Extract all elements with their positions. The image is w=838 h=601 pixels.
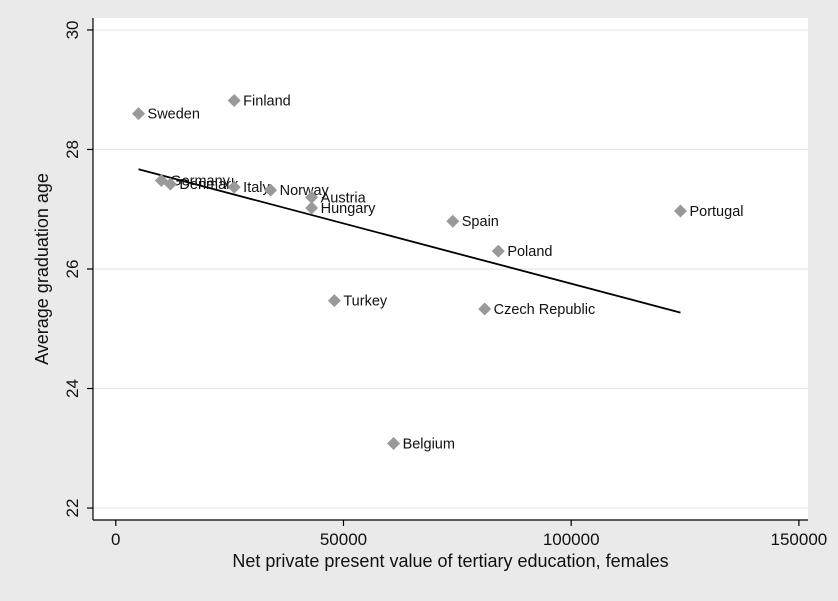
x-tick-label-50000: 50000 bbox=[320, 530, 367, 549]
point-label-norway: Norway bbox=[280, 183, 330, 199]
point-turkey bbox=[327, 294, 341, 308]
point-label-finland: Finland bbox=[243, 93, 291, 109]
point-label-turkey: Turkey bbox=[343, 294, 388, 310]
y-tick-label-24: 24 bbox=[63, 379, 82, 398]
point-poland bbox=[491, 244, 505, 258]
point-finland bbox=[227, 93, 241, 107]
point-hungary bbox=[305, 201, 319, 215]
point-label-italy: Italy bbox=[243, 180, 270, 196]
x-tick-label-0: 0 bbox=[111, 530, 120, 549]
point-label-sweden: Sweden bbox=[148, 107, 200, 123]
y-tick-label-28: 28 bbox=[63, 140, 82, 159]
point-label-portugal: Portugal bbox=[689, 204, 743, 220]
point-austria bbox=[305, 190, 319, 204]
axes bbox=[87, 18, 808, 526]
y-axis-title: Average graduation age bbox=[32, 173, 52, 365]
point-label-belgium: Belgium bbox=[403, 437, 455, 453]
x-tick-label-100000: 100000 bbox=[543, 530, 600, 549]
point-spain bbox=[446, 214, 460, 228]
fit-line bbox=[138, 168, 681, 314]
point-czech-republic bbox=[478, 302, 492, 316]
point-belgium bbox=[387, 437, 401, 451]
y-tick-label-26: 26 bbox=[63, 260, 82, 279]
point-denmark bbox=[163, 177, 177, 191]
y-tick-label-30: 30 bbox=[63, 20, 82, 39]
grid-lines bbox=[93, 29, 808, 509]
point-label-poland: Poland bbox=[507, 244, 552, 260]
tick-labels: 22 24 26 28 30 0 50000 100000 150000 bbox=[63, 20, 827, 549]
x-axis-title: Net private present value of tertiary ed… bbox=[232, 551, 668, 571]
y-tick-label-22: 22 bbox=[63, 499, 82, 518]
x-tick-label-150000: 150000 bbox=[771, 530, 828, 549]
point-label-spain: Spain bbox=[462, 214, 499, 230]
point-label-czech-republic: Czech Republic bbox=[494, 302, 596, 318]
point-label-germany: Germany bbox=[170, 174, 230, 190]
point-label-austria: Austria bbox=[321, 190, 367, 206]
fit-line-group bbox=[138, 168, 681, 314]
point-italy bbox=[227, 180, 241, 194]
point-sweden bbox=[132, 107, 146, 121]
point-label-hungary: Hungary bbox=[321, 201, 377, 217]
point-portugal bbox=[673, 204, 687, 218]
point-norway bbox=[264, 183, 278, 197]
point-label-denmark: Denmark bbox=[179, 177, 239, 193]
